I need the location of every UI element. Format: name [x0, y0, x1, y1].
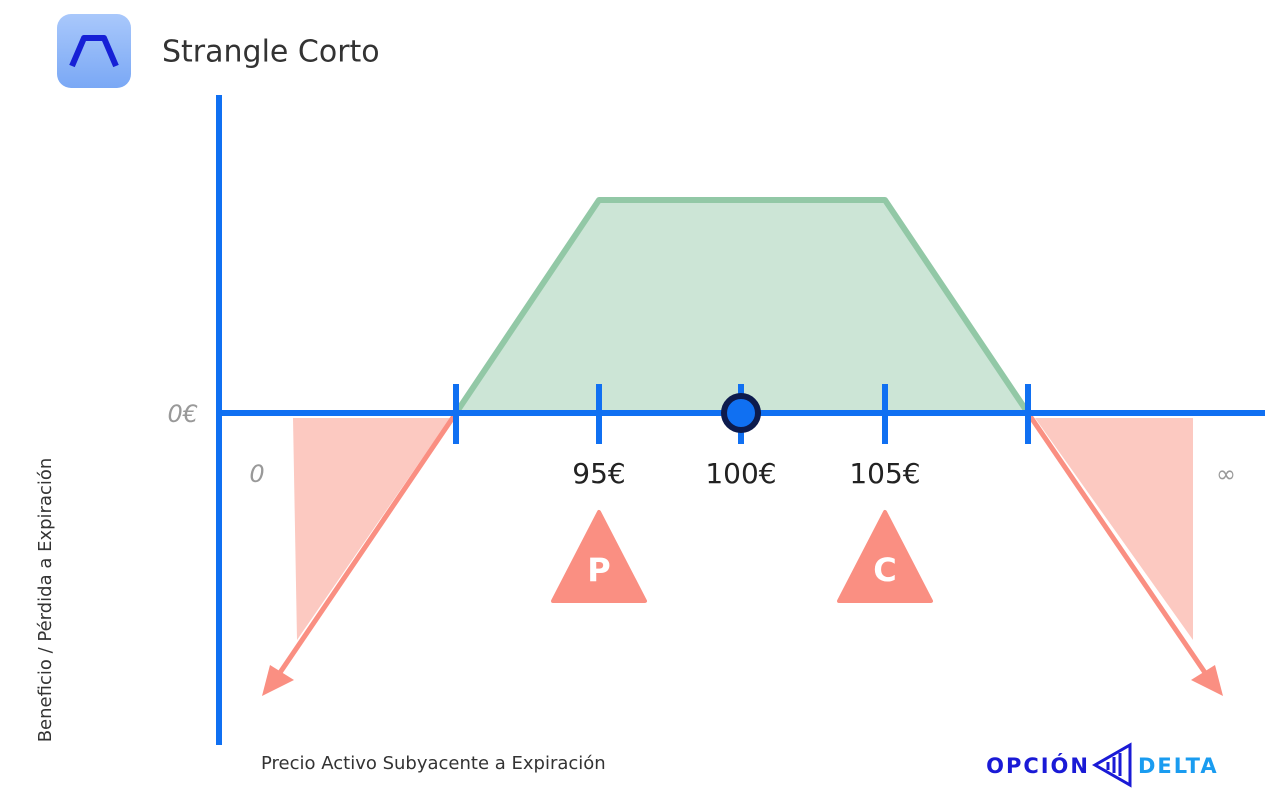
title: Strangle Corto	[162, 35, 380, 70]
brand-logo-bars	[1106, 753, 1122, 776]
put-leg	[551, 510, 647, 603]
strike-label: 95€	[572, 457, 625, 490]
loss-area-left	[293, 418, 450, 640]
brand: OPCIÓN DELTA	[986, 742, 1219, 788]
current-price	[721, 393, 761, 433]
ticks	[453, 384, 1031, 444]
zero-label: 0€	[167, 400, 198, 428]
profit-area	[453, 197, 1031, 416]
arrow-left	[262, 665, 294, 696]
loss-area-right	[1035, 418, 1193, 640]
brand-right: DELTA	[1138, 754, 1219, 778]
strike-label: 105€	[849, 457, 920, 490]
origin-label: 0	[249, 460, 264, 488]
leg-label: P	[587, 551, 610, 589]
infinity-label: ∞	[1216, 460, 1236, 488]
x-axis-label: Precio Activo Subyacente a Expiración	[261, 753, 606, 774]
loss-line-right	[1025, 411, 1213, 682]
strike-label: 100€	[705, 457, 776, 490]
y-axis-label: Beneficio / Pérdida a Expiración	[35, 458, 56, 743]
loss-line-left	[272, 411, 459, 682]
call-leg	[837, 510, 933, 603]
leg-label: C	[873, 551, 896, 589]
header: Strangle Corto	[57, 14, 380, 88]
icon-shape	[69, 35, 119, 68]
strategy-icon	[57, 14, 131, 88]
brand-logo	[1091, 742, 1132, 788]
arrow-right	[1191, 665, 1223, 696]
brand-left: OPCIÓN	[986, 753, 1090, 778]
